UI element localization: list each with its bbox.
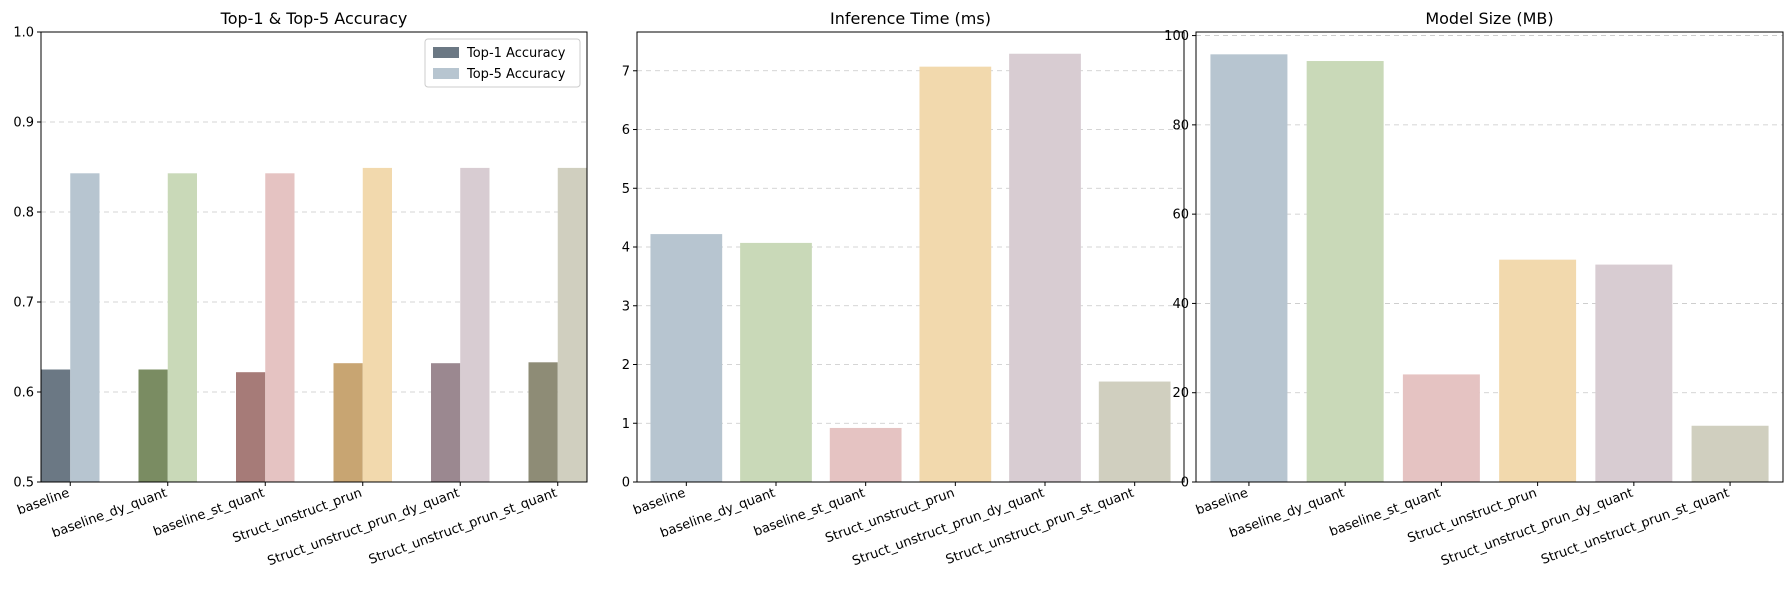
legend-label-top1: Top-1 Accuracy bbox=[466, 46, 566, 61]
bar-top5 bbox=[70, 173, 100, 483]
bar bbox=[1402, 374, 1480, 482]
chart-title: Inference Time (ms) bbox=[830, 9, 991, 28]
x-tick-label: baseline bbox=[15, 486, 71, 519]
legend-label-top5: Top-5 Accuracy bbox=[466, 67, 566, 82]
y-tick-label: 0.6 bbox=[13, 386, 34, 401]
legend-swatch-top1 bbox=[433, 47, 459, 58]
bar bbox=[740, 242, 812, 482]
y-tick-label: 100 bbox=[1164, 29, 1189, 44]
x-tick-label: Struct_unstruct_prun_st_quant bbox=[1539, 486, 1731, 568]
y-tick-label: 0 bbox=[622, 476, 630, 491]
y-tick-label: 1.0 bbox=[13, 26, 34, 41]
bar bbox=[1306, 61, 1384, 483]
y-tick-label: 2 bbox=[622, 358, 630, 373]
bar bbox=[1098, 381, 1171, 482]
bar-top5 bbox=[460, 167, 490, 482]
y-tick-label: 20 bbox=[1172, 386, 1189, 401]
bar-top5 bbox=[557, 167, 587, 482]
y-tick-label: 60 bbox=[1172, 208, 1189, 223]
legend-box bbox=[424, 38, 581, 88]
y-tick-label: 0.9 bbox=[13, 116, 34, 131]
bar bbox=[1691, 425, 1769, 482]
y-tick-label: 0.8 bbox=[13, 206, 34, 221]
chart-title: Top-1 & Top-5 Accuracy bbox=[220, 9, 408, 28]
y-tick-label: 0.5 bbox=[13, 476, 34, 491]
bar bbox=[1210, 54, 1288, 482]
y-tick-label: 1 bbox=[622, 417, 630, 432]
bar-top1 bbox=[333, 363, 363, 482]
bar-top1 bbox=[431, 363, 461, 482]
bar-top5 bbox=[265, 173, 295, 483]
legend: Top-1 Accuracy Top-5 Accuracy bbox=[424, 38, 581, 88]
legend-swatch-top5 bbox=[433, 68, 459, 79]
panel-accuracy: 0.50.60.70.80.91.0baselinebaseline_dy_qu… bbox=[13, 9, 588, 570]
bar-top1 bbox=[41, 369, 71, 482]
bar bbox=[1009, 53, 1081, 482]
bar bbox=[829, 427, 902, 482]
y-tick-label: 7 bbox=[622, 64, 630, 79]
x-tick-label: baseline bbox=[631, 486, 687, 519]
plot-frame bbox=[636, 31, 1185, 483]
y-tick-label: 80 bbox=[1172, 118, 1189, 133]
bar-top1 bbox=[236, 372, 266, 482]
bar-top5 bbox=[167, 173, 197, 483]
plot-frame bbox=[1195, 31, 1784, 483]
y-tick-label: 3 bbox=[622, 299, 630, 314]
bar-top1 bbox=[528, 362, 558, 482]
y-tick-label: 40 bbox=[1172, 297, 1189, 312]
y-tick-label: 0.7 bbox=[13, 296, 34, 311]
chart-title: Model Size (MB) bbox=[1425, 9, 1553, 28]
panel-model-size: 020406080100baselinebaseline_dy_quantbas… bbox=[1164, 9, 1784, 569]
bar-top5 bbox=[362, 167, 392, 482]
x-tick-label: Struct_unstruct_prun_dy_quant bbox=[266, 486, 462, 570]
bar bbox=[650, 234, 723, 482]
y-tick-label: 6 bbox=[622, 123, 630, 138]
plot-frame bbox=[40, 31, 588, 483]
bar bbox=[1595, 264, 1673, 482]
panel-inference-time: 01234567baselinebaseline_dy_quantbaselin… bbox=[622, 9, 1185, 569]
y-tick-label: 5 bbox=[622, 182, 630, 197]
y-tick-label: 4 bbox=[622, 241, 630, 256]
bar bbox=[1499, 259, 1577, 482]
x-tick-label: Struct_unstruct_prun_st_quant bbox=[367, 486, 559, 568]
bar-top1 bbox=[138, 369, 168, 482]
y-tick-label: 0 bbox=[1181, 476, 1189, 491]
bar bbox=[919, 66, 992, 482]
x-tick-label: baseline bbox=[1194, 486, 1250, 519]
